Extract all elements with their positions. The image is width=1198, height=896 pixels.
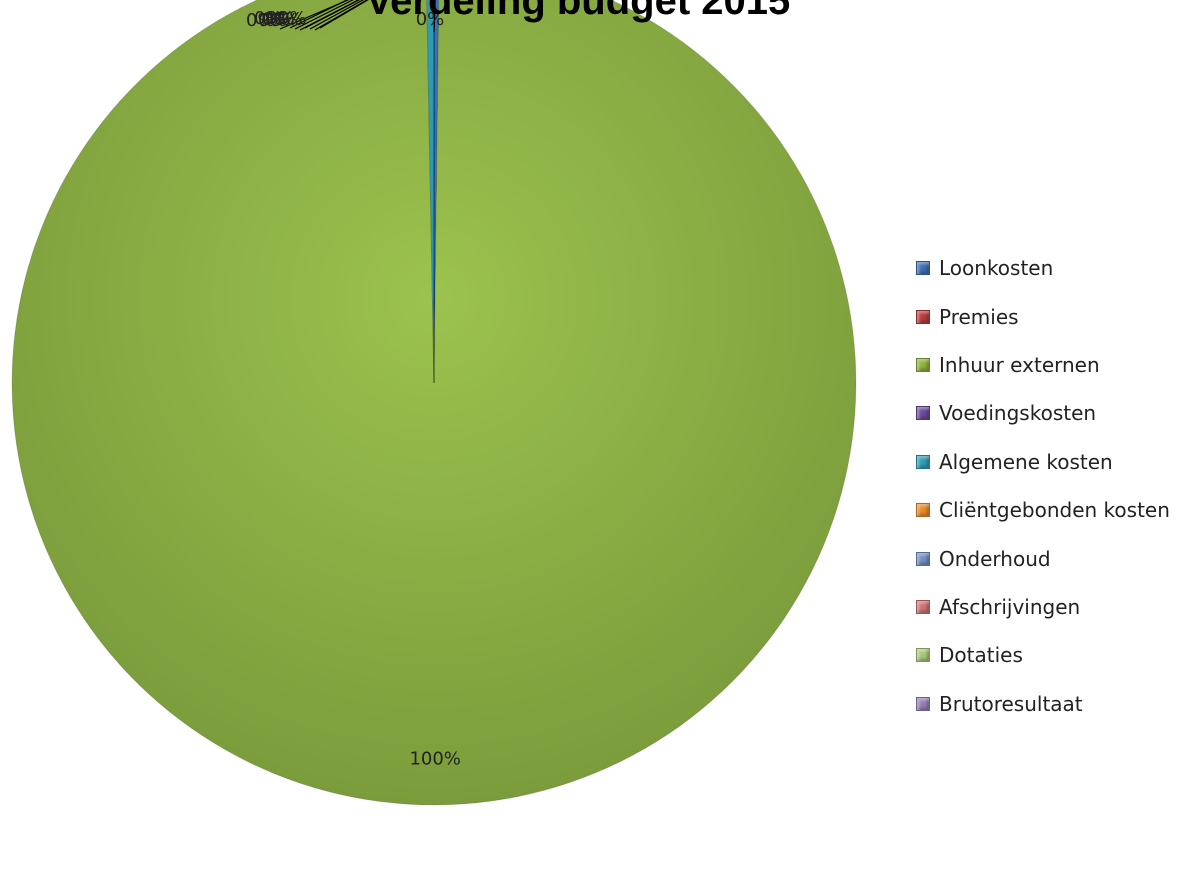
pie-slice-algemene-kosten <box>426 0 435 384</box>
legend-item-loonkosten: Loonkosten <box>916 244 1170 292</box>
leader-line-voedingskosten <box>289 0 349 29</box>
legend-item-afschrijvingen: Afschrijvingen <box>916 583 1170 631</box>
legend-swatch <box>916 551 930 566</box>
legend-label: Loonkosten <box>939 256 1054 281</box>
leader-line-afschrijvingen <box>309 0 365 30</box>
legend-label: Cliëntgebonden kosten <box>939 498 1170 523</box>
legend-item-clientgebonden-kosten: Cliëntgebonden kosten <box>916 486 1170 534</box>
data-label-inhuur-externen: 100% <box>409 749 460 770</box>
legend-item-algemene-kosten: Algemene kosten <box>916 438 1170 486</box>
data-label-voedingskosten: 0% <box>254 8 283 29</box>
legend-swatch <box>916 599 930 614</box>
pie-slice-loonkosten <box>433 0 440 384</box>
legend-label: Onderhoud <box>939 546 1051 571</box>
leader-line-loonkosten <box>433 0 436 33</box>
legend-item-dotaties: Dotaties <box>916 631 1170 679</box>
data-label-loonkosten: 0% <box>416 9 445 30</box>
data-labels: 0%0%100%0%0%0%0%0%0%0% <box>246 8 461 770</box>
data-label-brutoresultaat: 0% <box>278 8 307 29</box>
pie-slices <box>11 0 857 806</box>
legend-label: Brutoresultaat <box>939 691 1083 716</box>
leader-lines <box>279 0 436 33</box>
leader-line-dotaties <box>314 0 368 31</box>
leader-line-algemene-kosten <box>294 0 354 30</box>
chart-title: Verdeling budget 2015 <box>366 0 791 23</box>
leader-line-onderhoud <box>304 0 361 29</box>
legend-swatch <box>916 648 930 663</box>
data-label-premies: 0% <box>246 10 275 31</box>
legend-item-inhuur-externen: Inhuur externen <box>916 341 1170 389</box>
data-label-algemene-kosten: 0% <box>258 10 287 31</box>
legend-swatch <box>916 406 930 421</box>
legend-item-premies: Premies <box>916 292 1170 340</box>
legend-label: Premies <box>939 304 1019 329</box>
legend-item-voedingskosten: Voedingskosten <box>916 389 1170 437</box>
legend-item-brutoresultaat: Brutoresultaat <box>916 680 1170 728</box>
legend-swatch <box>916 357 930 372</box>
legend-swatch <box>916 309 930 324</box>
legend-swatch <box>916 503 930 518</box>
data-label-onderhoud: 0% <box>266 8 295 29</box>
legend-item-onderhoud: Onderhoud <box>916 534 1170 582</box>
legend-label: Voedingskosten <box>939 401 1097 426</box>
legend-label: Algemene kosten <box>939 449 1113 474</box>
leader-line-brutoresultaat <box>319 0 369 29</box>
data-label-afschrijvingen: 0% <box>270 10 299 31</box>
data-label-dotaties: 0% <box>274 9 303 30</box>
data-label-clientgebonden-kosten: 0% <box>262 9 291 30</box>
legend-label: Afschrijvingen <box>939 594 1081 619</box>
legend-swatch <box>916 261 930 276</box>
legend-label: Inhuur externen <box>939 352 1100 377</box>
pie-slice-inhuur-externen <box>11 0 857 806</box>
legend-label: Dotaties <box>939 643 1023 668</box>
legend-swatch <box>916 696 930 711</box>
legend-swatch <box>916 454 930 469</box>
chart-legend: Loonkosten Premies Inhuur externen Voedings… <box>916 244 1170 728</box>
leader-line-premies <box>279 0 350 30</box>
